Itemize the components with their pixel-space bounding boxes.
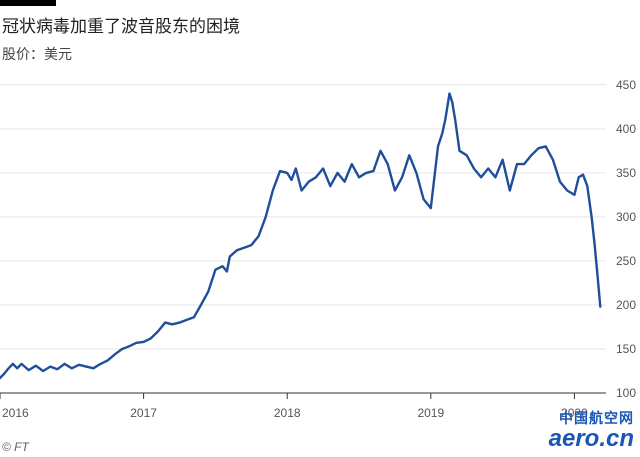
grid-lines (0, 84, 606, 350)
x-tick-label: 2019 (417, 406, 444, 420)
y-tick-label: 450 (616, 78, 636, 92)
x-tick-label: 2017 (130, 406, 157, 420)
watermark-en: aero.cn (548, 425, 634, 452)
y-tick-label: 250 (616, 254, 636, 268)
series-line-0 (0, 92, 602, 380)
y-tick-label: 400 (616, 122, 636, 136)
x-axis: 2016 2017 2018 2019 2020 (0, 392, 606, 420)
y-tick-label: 350 (616, 166, 636, 180)
y-tick-label: 300 (616, 210, 636, 224)
watermark-cn: 中国航空网 (559, 410, 634, 426)
y-tick-label: 200 (616, 298, 636, 312)
source-credit: © FT (2, 440, 29, 454)
y-tick-label: 150 (616, 342, 636, 356)
x-tick-label: 2020 (561, 406, 588, 420)
x-tick-label: 2018 (274, 406, 301, 420)
chart-subtitle: 股价：美元 (2, 46, 72, 62)
watermark-logo: 中国航空网 aero.cn (548, 408, 634, 452)
y-tick-label: 100 (616, 386, 636, 400)
x-tick-label: 2016 (2, 406, 29, 420)
ft-top-bar (0, 0, 56, 6)
series-group (0, 92, 602, 380)
chart-title: 冠状病毒加重了波音股东的困境 (2, 17, 240, 36)
y-axis-ticks: 100 150 200 250 300 350 400 450 (616, 78, 636, 400)
